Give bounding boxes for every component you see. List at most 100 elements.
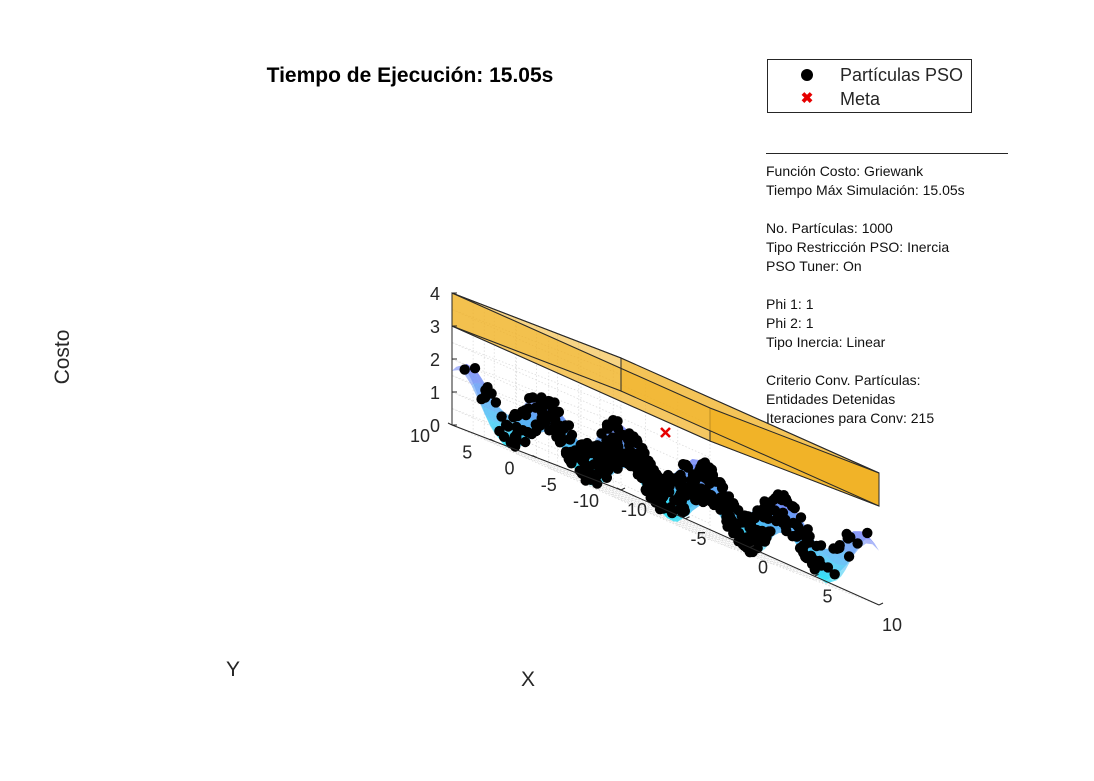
chart-title: Tiempo de Ejecución: 15.05s	[266, 64, 554, 87]
particle-point	[657, 491, 669, 503]
particle-point	[503, 421, 514, 432]
particle-point	[790, 530, 801, 542]
particle-point	[581, 437, 593, 449]
particle-point	[763, 526, 775, 537]
particle-point	[786, 501, 798, 512]
particle-point	[638, 461, 649, 473]
particle-point	[689, 483, 700, 494]
x-tick-label: 0	[758, 558, 768, 578]
y-tick-label: 0	[504, 459, 514, 479]
particle-point	[584, 461, 596, 472]
y-tick	[532, 455, 537, 458]
particle-point	[777, 507, 789, 518]
particle-point	[852, 538, 863, 549]
grid-line	[451, 358, 622, 425]
legend: Partículas PSO ✖ Meta	[767, 59, 972, 113]
grid-line	[677, 525, 847, 591]
info-line: Tipo Inercia: Linear	[766, 334, 886, 350]
info-line: Phi 2: 1	[766, 315, 814, 331]
particle-point	[558, 421, 569, 433]
particle-point	[834, 542, 845, 554]
particle-point	[765, 504, 777, 516]
x-tick	[685, 516, 690, 520]
particle-point	[550, 414, 561, 425]
legend-item-particles: Partículas PSO	[768, 63, 973, 87]
particle-point	[759, 496, 770, 507]
particle-point	[745, 519, 757, 530]
particle-point	[809, 555, 820, 566]
particle-point	[752, 529, 763, 541]
info-panel: Función Costo: Griewank Tiempo Máx Simul…	[766, 153, 1008, 428]
legend-label: Meta	[840, 89, 881, 109]
box-top-rim	[451, 292, 880, 474]
particle-point	[630, 436, 641, 448]
goal-x-stroke	[660, 427, 671, 438]
particle-point	[496, 411, 507, 422]
info-line: Criterio Conv. Partículas:	[766, 372, 921, 388]
particle-point	[736, 535, 747, 546]
y-tick-label: -10	[573, 491, 599, 511]
particle-point	[804, 531, 815, 542]
info-line	[766, 352, 1008, 371]
x-tick	[620, 487, 626, 491]
particle-point	[479, 392, 491, 403]
x-tick	[814, 573, 819, 577]
x-tick-label: -5	[690, 529, 706, 549]
particle-layer	[459, 363, 873, 580]
particle-point	[815, 540, 827, 551]
particle-point	[675, 469, 686, 481]
particle-point	[593, 460, 605, 472]
particle-point	[565, 434, 576, 445]
y-tick	[616, 487, 622, 491]
filled-circle-icon	[798, 65, 816, 86]
particle-point	[706, 493, 717, 504]
particle-point	[752, 505, 763, 516]
particle-point	[527, 392, 538, 403]
grid-line	[578, 473, 837, 590]
particle-point	[641, 470, 652, 482]
particle-point	[723, 502, 734, 514]
particle-point	[862, 527, 873, 539]
info-line: Iteraciones para Conv: 215	[766, 410, 935, 426]
surface-patch	[485, 416, 497, 433]
surface-patch	[818, 575, 830, 580]
grid-line	[451, 342, 622, 408]
particle-point	[724, 511, 736, 522]
surface-patch	[488, 409, 499, 424]
particle-point	[523, 403, 534, 414]
particle-point	[662, 469, 674, 481]
z-tick-label: 3	[430, 317, 440, 337]
particle-point	[722, 521, 733, 532]
particle-point	[608, 450, 620, 461]
surface-patch	[861, 535, 873, 545]
particle-point	[758, 512, 770, 523]
grid-line	[451, 358, 711, 475]
x-tick-label: -10	[621, 500, 647, 520]
surface-patch	[452, 365, 463, 371]
y-tick-label: 10	[410, 426, 430, 446]
grid-line	[494, 440, 753, 557]
particle-point	[459, 364, 470, 375]
particle-point	[656, 500, 668, 511]
z-tick-label: 2	[430, 350, 440, 370]
surface-patch	[834, 549, 845, 565]
grid-line	[515, 449, 774, 565]
goal-marker	[660, 427, 671, 438]
particle-point	[743, 511, 754, 522]
info-line	[766, 276, 1008, 295]
info-line: Tiempo Máx Simulación: 15.05s	[766, 182, 965, 198]
particle-point	[729, 527, 740, 538]
particle-point	[536, 392, 547, 403]
y-tick	[490, 438, 495, 442]
surface-patch	[468, 373, 480, 384]
y-tick	[574, 471, 579, 475]
particle-point	[613, 441, 624, 452]
grid-line	[472, 432, 732, 549]
particle-point	[704, 478, 715, 489]
x-mark-icon: ✖	[800, 90, 814, 107]
y-tick	[447, 422, 453, 426]
info-line: PSO Tuner: On	[766, 258, 862, 274]
particle-point	[674, 491, 685, 502]
